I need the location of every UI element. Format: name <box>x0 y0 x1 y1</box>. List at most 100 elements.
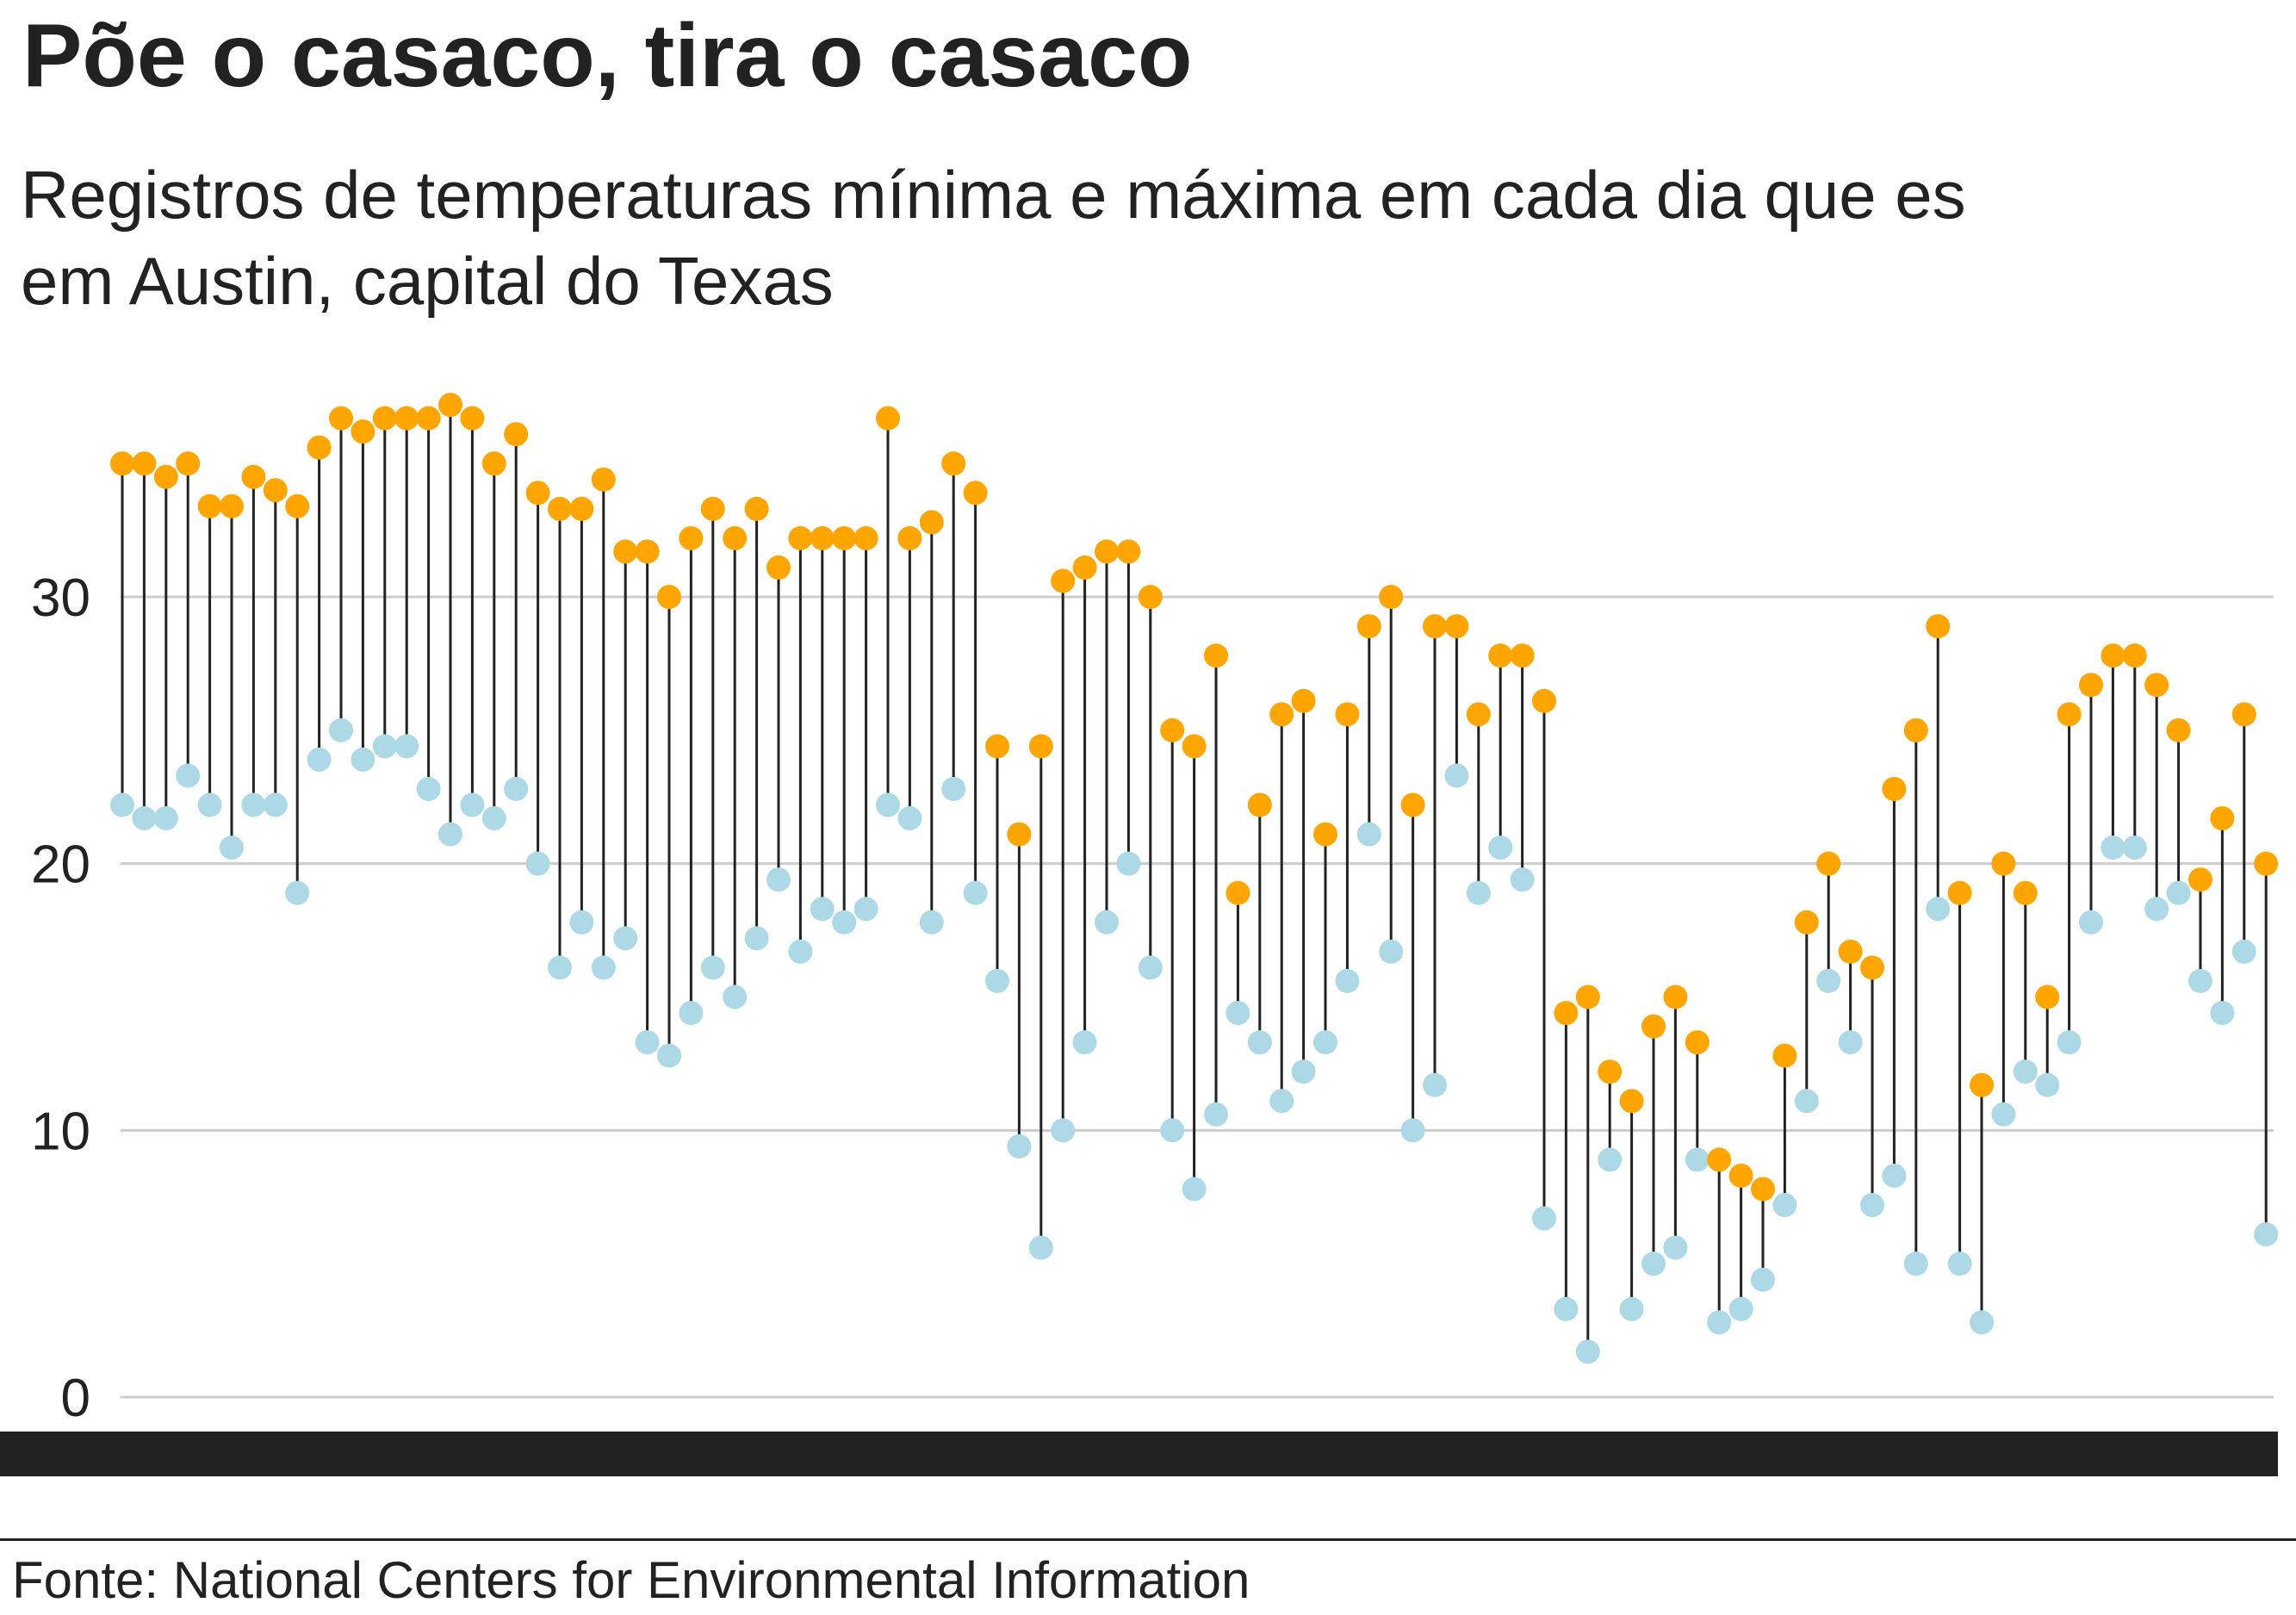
min-point <box>1598 1147 1623 1172</box>
max-point <box>241 464 266 489</box>
min-point <box>1488 835 1513 860</box>
max-point <box>1991 851 2016 876</box>
y-tick-label: 20 <box>31 835 90 895</box>
max-point <box>285 494 310 519</box>
min-point <box>438 822 462 847</box>
max-point <box>307 435 332 460</box>
min-point <box>351 747 375 772</box>
min-point <box>1182 1177 1207 1202</box>
max-point <box>2144 673 2169 698</box>
min-point <box>307 747 332 772</box>
max-point <box>394 406 419 431</box>
min-point <box>1970 1310 1994 1335</box>
min-point <box>963 880 988 905</box>
max-point <box>481 451 506 476</box>
max-point <box>1619 1089 1644 1114</box>
min-point <box>832 910 857 935</box>
max-point <box>810 525 835 550</box>
min-point <box>1247 1030 1272 1055</box>
min-point <box>1772 1193 1797 1218</box>
chart-title: Põe o casaco, tira o casaco <box>22 6 1193 106</box>
max-point <box>2079 673 2103 698</box>
min-point <box>1313 1030 1337 1055</box>
min-point <box>329 717 353 742</box>
y-tick-label: 30 <box>31 568 90 628</box>
min-point <box>153 806 178 831</box>
max-point <box>416 406 441 431</box>
min-point <box>1619 1296 1644 1321</box>
max-point <box>1882 776 1907 801</box>
max-point <box>1313 822 1337 847</box>
max-point <box>1116 539 1141 564</box>
min-point <box>2057 1030 2082 1055</box>
min-point <box>2254 1222 2279 1247</box>
max-point <box>1554 1001 1579 1026</box>
min-point <box>2122 835 2147 860</box>
min-point <box>2144 897 2169 922</box>
min-point <box>548 955 572 980</box>
x-axis-label-band <box>0 1432 2278 1476</box>
max-point <box>110 451 134 476</box>
max-point <box>2035 985 2060 1009</box>
max-point <box>329 406 353 431</box>
min-point <box>1072 1030 1097 1055</box>
min-point <box>2188 968 2212 993</box>
min-point <box>1379 939 1404 964</box>
min-point <box>1095 910 1119 935</box>
min-point <box>1882 1163 1907 1188</box>
max-point <box>1663 985 1688 1009</box>
min-point <box>679 1001 704 1026</box>
min-point <box>985 968 1009 993</box>
max-point <box>1160 717 1185 742</box>
max-point <box>1400 792 1425 817</box>
max-point <box>766 555 791 580</box>
subtitle-line-1: Registros de temperaturas mínima e máxim… <box>21 157 1966 233</box>
min-point <box>1838 1030 1863 1055</box>
min-point <box>1685 1147 1710 1172</box>
min-point <box>2210 1001 2235 1026</box>
max-point <box>723 525 748 550</box>
max-point <box>1728 1163 1753 1188</box>
min-point <box>1007 1134 1032 1158</box>
max-point <box>897 525 922 550</box>
subtitle-line-2: em Austin, capital do Texas <box>21 243 834 319</box>
min-point <box>1356 822 1381 847</box>
min-point <box>2013 1059 2038 1084</box>
max-point <box>1751 1177 1775 1202</box>
min-point <box>525 851 550 876</box>
min-point <box>1816 968 1841 993</box>
max-point <box>1356 614 1381 639</box>
min-point <box>481 806 506 831</box>
max-point <box>876 406 900 431</box>
min-point <box>176 763 201 788</box>
min-point <box>569 910 594 935</box>
min-point <box>591 955 616 980</box>
max-point <box>2013 880 2038 905</box>
min-point <box>504 776 529 801</box>
min-point <box>416 776 441 801</box>
min-point <box>372 734 397 759</box>
min-point <box>197 792 222 817</box>
max-point <box>941 451 966 476</box>
min-point <box>1160 1118 1185 1143</box>
min-point <box>853 897 878 922</box>
max-point <box>1379 585 1404 609</box>
min-point <box>1751 1267 1775 1292</box>
y-tick-label: 0 <box>61 1369 90 1428</box>
min-point <box>394 734 419 759</box>
max-point <box>2122 643 2147 668</box>
min-point <box>1138 955 1163 980</box>
min-point <box>810 897 835 922</box>
max-point <box>2210 806 2235 831</box>
max-point <box>1444 614 1469 639</box>
min-point <box>1444 763 1469 788</box>
max-point <box>1072 555 1097 580</box>
min-point <box>657 1043 681 1068</box>
max-point <box>176 451 201 476</box>
max-point <box>744 496 769 521</box>
min-point <box>1794 1089 1819 1114</box>
min-point <box>723 985 748 1009</box>
max-point <box>1641 1014 1666 1039</box>
max-point <box>1204 643 1228 668</box>
min-point <box>1532 1206 1556 1231</box>
